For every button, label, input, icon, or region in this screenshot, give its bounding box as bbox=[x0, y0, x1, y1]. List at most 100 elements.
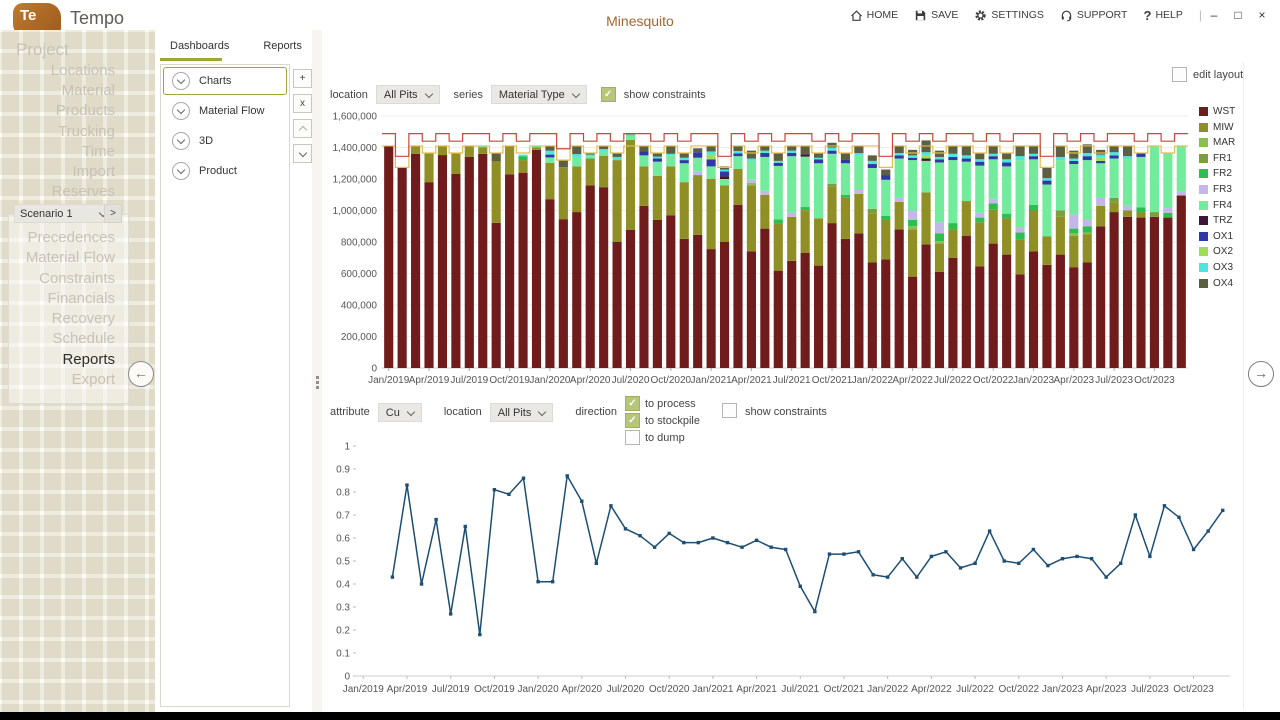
legend-swatch bbox=[1199, 107, 1208, 116]
expand-button[interactable] bbox=[172, 72, 190, 90]
svg-text:Oct/2019: Oct/2019 bbox=[474, 684, 515, 695]
svg-text:Apr/2022: Apr/2022 bbox=[911, 684, 952, 695]
expand-button[interactable] bbox=[172, 162, 190, 180]
svg-text:1,000,000: 1,000,000 bbox=[333, 206, 378, 217]
svg-text:Jul/2023: Jul/2023 bbox=[1131, 684, 1169, 695]
svg-text:Oct/2023: Oct/2023 bbox=[1173, 684, 1214, 695]
support-button[interactable]: SUPPORT bbox=[1060, 9, 1127, 22]
help-button[interactable]: ? HELP bbox=[1143, 8, 1182, 23]
settings-button[interactable]: SETTINGS bbox=[974, 9, 1044, 22]
svg-text:Apr/2023: Apr/2023 bbox=[1054, 375, 1095, 386]
material-movement-bar-chart: 0 200,000 400,000 600,000 800,000 1,000,000 1,… bbox=[333, 112, 1188, 386]
sidebar-item-material[interactable]: Material bbox=[61, 82, 115, 100]
minimize-button[interactable]: – bbox=[1210, 8, 1218, 22]
direction-option-to-process: ✓ to process bbox=[624, 396, 700, 411]
svg-text:Oct/2019: Oct/2019 bbox=[489, 375, 530, 386]
legend-item-fr2: FR2 bbox=[1199, 168, 1235, 179]
dashboard-item-label: Charts bbox=[199, 75, 232, 87]
panel-splitter[interactable] bbox=[312, 30, 322, 712]
svg-text:Jul/2021: Jul/2021 bbox=[781, 684, 819, 695]
sidebar-item-reserves[interactable]: Reserves bbox=[51, 183, 115, 201]
sidebar-item-locations[interactable]: Locations bbox=[50, 62, 115, 79]
dashboard-item-material-flow[interactable]: Material Flow bbox=[163, 97, 287, 125]
dashboard-item-charts[interactable]: Charts bbox=[163, 67, 287, 95]
legend-swatch bbox=[1199, 184, 1208, 194]
help-label: HELP bbox=[1155, 9, 1183, 21]
series-select-value: Material Type bbox=[498, 88, 565, 101]
move-down-button[interactable] bbox=[293, 144, 312, 163]
splitter-handle[interactable] bbox=[316, 376, 319, 389]
legend-swatch bbox=[1199, 200, 1208, 210]
edit-layout-control: edit layout bbox=[1172, 67, 1243, 82]
attribute-select[interactable]: Cu bbox=[377, 403, 422, 422]
dashboard-item-product[interactable]: Product bbox=[163, 157, 287, 185]
direction-checkbox[interactable] bbox=[624, 430, 640, 445]
tab-bar: Dashboards Reports bbox=[160, 34, 312, 58]
expand-button[interactable] bbox=[172, 102, 190, 120]
legend-swatch bbox=[1199, 231, 1208, 241]
sidebar-item-reports[interactable]: Reports bbox=[62, 350, 115, 368]
collapse-sidebar-button[interactable]: ← bbox=[128, 361, 154, 387]
svg-text:200,000: 200,000 bbox=[341, 332, 378, 343]
location-select-value: All Pits bbox=[497, 406, 532, 419]
scenario-expand-button[interactable]: > bbox=[104, 204, 122, 223]
sidebar-item-trucking[interactable]: Trucking bbox=[58, 122, 115, 140]
svg-text:Jan/2022: Jan/2022 bbox=[852, 375, 894, 386]
svg-text:Jul/2022: Jul/2022 bbox=[956, 684, 994, 695]
sidebar-item-constraints[interactable]: Constraints bbox=[39, 269, 115, 287]
location-select[interactable]: All Pits bbox=[375, 85, 440, 104]
move-up-button[interactable] bbox=[293, 119, 312, 138]
svg-text:0.7: 0.7 bbox=[336, 511, 350, 522]
remove-dashboard-button[interactable]: x bbox=[293, 94, 312, 113]
location-label: location bbox=[330, 88, 368, 101]
sidebar-item-schedule[interactable]: Schedule bbox=[52, 330, 115, 348]
show-constraints-checkbox[interactable]: ✓ bbox=[600, 87, 616, 102]
tab-dashboards[interactable]: Dashboards bbox=[170, 40, 230, 52]
direction-option-label: to process bbox=[644, 397, 696, 410]
next-page-button[interactable]: → bbox=[1248, 361, 1274, 387]
dashboard-item-3d[interactable]: 3D bbox=[163, 127, 287, 155]
direction-checkbox[interactable]: ✓ bbox=[624, 413, 640, 428]
legend-label: MIW bbox=[1213, 121, 1234, 133]
scenario-select[interactable]: Scenario 1 bbox=[14, 204, 112, 223]
chevron-up-icon bbox=[298, 125, 307, 134]
chevron-down-icon bbox=[176, 75, 186, 85]
legend-swatch bbox=[1199, 138, 1208, 148]
svg-text:Apr/2019: Apr/2019 bbox=[387, 684, 428, 695]
home-button[interactable]: HOME bbox=[850, 9, 898, 22]
expand-button[interactable] bbox=[172, 132, 190, 150]
direction-checkbox[interactable]: ✓ bbox=[624, 396, 640, 411]
sidebar-item-recovery[interactable]: Recovery bbox=[51, 310, 115, 328]
save-label: SAVE bbox=[931, 9, 959, 21]
maximize-button[interactable]: □ bbox=[1234, 8, 1242, 22]
sidebar-item-export[interactable]: Export bbox=[71, 371, 115, 389]
svg-text:0.6: 0.6 bbox=[336, 534, 350, 545]
home-icon bbox=[850, 9, 863, 22]
chevron-down-icon bbox=[176, 135, 186, 145]
sidebar-item-financials[interactable]: Financials bbox=[47, 289, 115, 307]
chevron-down-icon bbox=[571, 89, 580, 98]
series-select[interactable]: Material Type bbox=[490, 85, 587, 104]
save-button[interactable]: SAVE bbox=[914, 9, 958, 22]
close-button[interactable]: × bbox=[1258, 8, 1266, 22]
sidebar-item-products[interactable]: Products bbox=[55, 102, 115, 120]
window-controls: – □ × bbox=[1204, 0, 1272, 30]
sidebar-item-material-flow[interactable]: Material Flow bbox=[25, 249, 115, 267]
svg-text:Apr/2023: Apr/2023 bbox=[1086, 684, 1127, 695]
edit-layout-checkbox[interactable] bbox=[1172, 67, 1187, 82]
tab-reports[interactable]: Reports bbox=[263, 40, 302, 52]
menu-separator: | bbox=[1198, 8, 1202, 22]
location-select-value: All Pits bbox=[383, 88, 418, 101]
show-constraints-checkbox[interactable] bbox=[721, 403, 737, 418]
svg-text:Jan/2020: Jan/2020 bbox=[518, 684, 560, 695]
add-dashboard-button[interactable]: + bbox=[293, 69, 312, 88]
sidebar-item-time[interactable]: Time bbox=[82, 142, 115, 160]
edit-layout-label: edit layout bbox=[1193, 68, 1244, 81]
svg-text:0.4: 0.4 bbox=[336, 580, 350, 591]
sidebar-section-title: Project bbox=[16, 40, 69, 59]
sidebar-item-import[interactable]: Import bbox=[72, 163, 115, 181]
location-select[interactable]: All Pits bbox=[489, 403, 554, 422]
sidebar-item-precedences[interactable]: Precedences bbox=[27, 229, 115, 246]
svg-text:Apr/2021: Apr/2021 bbox=[736, 684, 777, 695]
dashboard-item-label: 3D bbox=[199, 135, 214, 147]
